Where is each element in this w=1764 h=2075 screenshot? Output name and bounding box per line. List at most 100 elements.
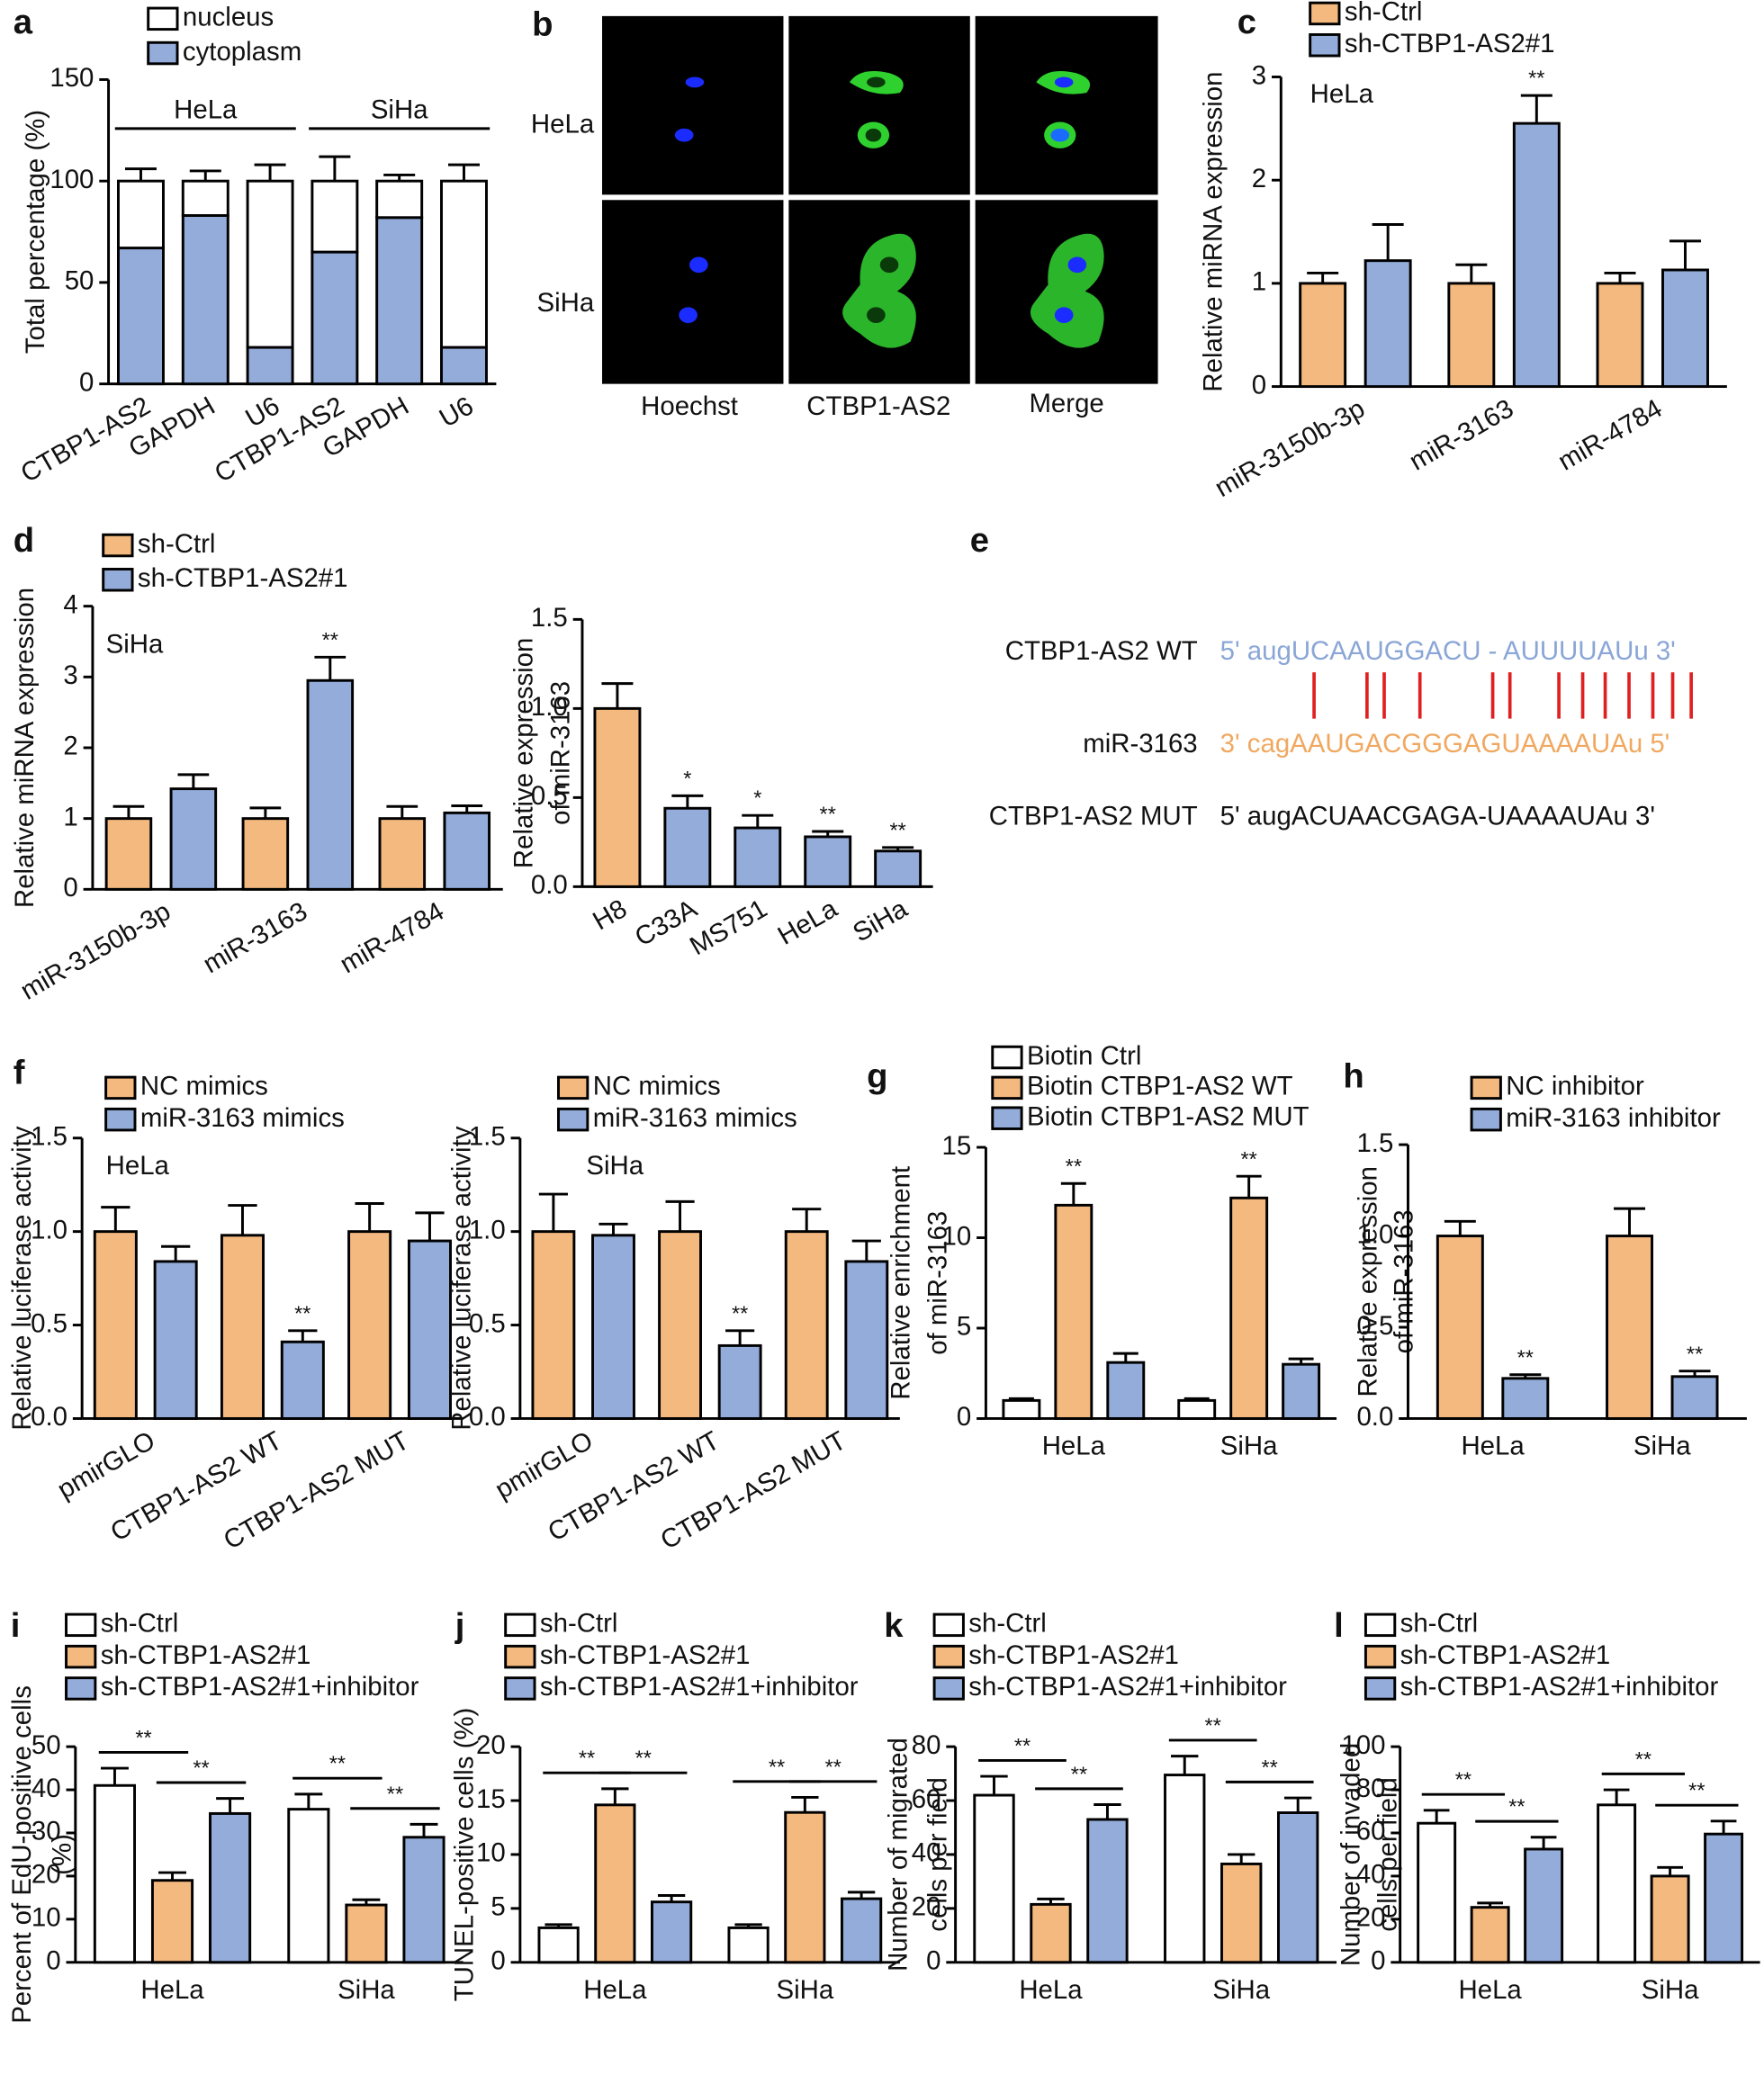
legend-label: sh-Ctrl — [138, 529, 216, 559]
legend-label: sh-CTBP1-AS2#1 — [540, 1640, 751, 1670]
significance-label: ** — [1517, 1345, 1534, 1369]
legend-swatch — [504, 1612, 536, 1638]
legend-label: NC mimics — [140, 1072, 268, 1101]
bar — [784, 1810, 826, 1964]
y-tick-label: 1.5 — [31, 1122, 68, 1152]
legend-swatch — [65, 1676, 97, 1701]
legend-swatch — [557, 1075, 590, 1100]
legend-swatch — [1364, 1676, 1397, 1701]
bar — [375, 179, 424, 220]
significance-label: ** — [1528, 67, 1544, 90]
panel-letter: c — [1238, 3, 1256, 41]
y-tick-label: 3 — [1252, 60, 1266, 90]
legend-swatch — [932, 1676, 965, 1701]
bar — [1501, 1377, 1550, 1420]
y-tick-label: 0 — [1252, 370, 1266, 400]
significance-label: ** — [1241, 1147, 1257, 1171]
significance-label: * — [753, 786, 761, 810]
bar — [1177, 1398, 1217, 1420]
y-tick-label: 20 — [1356, 1903, 1386, 1933]
cell-stain — [865, 128, 882, 142]
y-tick-label: 150 — [50, 63, 94, 93]
legend-label: miR-3163 mimics — [593, 1103, 797, 1133]
legend-label: miR-3163 inhibitor — [1506, 1103, 1721, 1133]
y-tick-label: 60 — [912, 1784, 941, 1814]
y-axis-label: (%) — [47, 1834, 76, 1875]
significance-label: ** — [769, 1755, 785, 1778]
bar — [220, 1234, 265, 1420]
bar — [93, 1230, 138, 1420]
y-tick-label: 1.5 — [531, 603, 568, 633]
bar — [153, 1260, 198, 1420]
bar — [1524, 1847, 1564, 1964]
y-tick-label: 1 — [1252, 267, 1266, 297]
x-tick-label: HeLa — [1461, 1432, 1525, 1461]
bar — [150, 1879, 194, 1964]
bar — [345, 1903, 388, 1964]
y-tick-label: 20 — [32, 1860, 61, 1890]
bar — [1597, 1803, 1637, 1964]
bar — [1002, 1398, 1041, 1420]
bar — [1106, 1361, 1146, 1420]
legend-swatch — [1470, 1107, 1502, 1132]
y-axis-label: TUNEL-positive cells (%) — [449, 1708, 479, 2002]
bar — [1220, 1862, 1263, 1964]
bar — [1030, 1902, 1072, 1964]
panel-letter: a — [14, 3, 33, 41]
legend-label: miR-3163 mimics — [140, 1103, 345, 1133]
bar — [280, 1340, 325, 1420]
y-tick-label: 0 — [957, 1402, 971, 1432]
legend-label: sh-CTBP1-AS2#1 — [138, 563, 348, 593]
panel-letter: f — [14, 1053, 25, 1091]
bar — [93, 1783, 137, 1964]
merge-stain — [1050, 128, 1070, 142]
sequence-label: CTBP1-AS2 WT — [1005, 636, 1198, 666]
bar — [246, 346, 294, 386]
significance-label: ** — [1455, 1768, 1472, 1792]
panel-letter: e — [970, 521, 989, 560]
bar — [874, 849, 922, 888]
significance-label: ** — [329, 1752, 346, 1775]
legend-swatch — [104, 1075, 137, 1100]
legend-swatch — [1364, 1612, 1397, 1638]
legend-swatch — [147, 40, 179, 66]
y-tick-label: 10 — [942, 1221, 972, 1251]
y-axis-label: Percent of EdU-positive cells — [7, 1685, 37, 2024]
y-tick-label: 0 — [63, 873, 77, 903]
x-tick-label: SiHa — [1220, 1432, 1278, 1461]
annotation: HeLa — [106, 1151, 170, 1181]
y-tick-label: 0.0 — [469, 1402, 506, 1432]
legend-label: sh-Ctrl — [1345, 0, 1423, 27]
significance-label: ** — [135, 1726, 151, 1749]
y-tick-label: 1.0 — [469, 1215, 506, 1244]
cell-stain — [867, 76, 886, 88]
merge-stain — [1054, 307, 1074, 324]
x-tick-label: SiHa — [1634, 1432, 1691, 1461]
y-tick-label: 1.5 — [1356, 1128, 1393, 1158]
bar — [1436, 1235, 1484, 1420]
y-tick-label: 15 — [476, 1784, 506, 1814]
bar — [727, 1926, 770, 1964]
legend-label: sh-CTBP1-AS2#1 — [1345, 29, 1555, 58]
y-tick-label: 0.0 — [1356, 1402, 1393, 1432]
legend-swatch — [991, 1045, 1023, 1070]
significance-label: ** — [579, 1747, 595, 1770]
bar — [1276, 1811, 1319, 1964]
legend-label: sh-Ctrl — [1400, 1609, 1479, 1639]
bar — [181, 214, 230, 386]
y-tick-label: 50 — [65, 266, 94, 296]
legend-swatch — [991, 1106, 1023, 1130]
bar — [663, 806, 712, 888]
bar — [310, 250, 359, 386]
image-cell — [602, 15, 784, 195]
legend-label: nucleus — [183, 3, 274, 32]
group-label: HeLa — [174, 95, 238, 125]
bar — [375, 216, 424, 386]
panel-letter: d — [14, 521, 34, 560]
bar — [347, 1230, 392, 1420]
bar — [440, 346, 488, 386]
y-tick-label: 0.0 — [531, 870, 568, 900]
y-tick-label: 1.0 — [31, 1215, 68, 1244]
cell-stain — [879, 256, 899, 274]
